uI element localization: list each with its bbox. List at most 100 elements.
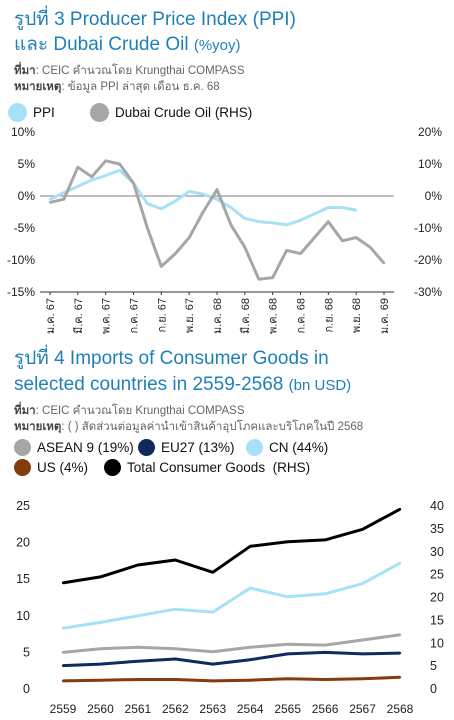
y-tick-left-5: -15%	[7, 285, 35, 299]
series-point-dubai-crude-oil-21	[341, 239, 344, 242]
series-point-asean-9-2	[136, 646, 140, 649]
series-point-asean-9-7	[323, 643, 327, 647]
x-tick-label-3: ก.ค. 67	[129, 298, 141, 333]
series-point-dubai-crude-oil-3	[90, 175, 93, 178]
series-point-us-0	[61, 679, 65, 683]
fig3-title-line2: และ Dubai Crude Oil (%yoy)	[14, 33, 241, 58]
series-point-total-consumer-goods-6	[286, 540, 289, 543]
y-tick-left-4: 5	[23, 645, 30, 659]
series-point-dubai-crude-oil-19	[313, 236, 316, 239]
ppi-legend-dot	[8, 103, 27, 122]
series-point-ppi-4	[104, 174, 107, 177]
series-point-us-1	[99, 679, 102, 682]
series-point-dubai-crude-oil-12	[215, 188, 219, 191]
x-tick-label-9: 2568	[387, 702, 414, 716]
series-point-cn-3	[174, 608, 177, 611]
y-tick-right-6: 10	[430, 636, 444, 650]
fig3-note-label: หมายเหตุ	[14, 81, 62, 93]
series-point-ppi-0	[48, 198, 52, 201]
y-tick-left-0: 10%	[11, 125, 35, 139]
series-line-eu27	[62, 650, 401, 668]
series-line-asean-9	[62, 633, 401, 654]
y-tick-right-5: 15	[430, 613, 444, 627]
asean-legend-label: ASEAN 9	[37, 440, 95, 455]
series-point-eu27-2	[136, 659, 140, 663]
us-legend-share: (4%)	[59, 460, 89, 475]
fig3-note-text: : ข้อมูล PPI ล่าสุด เดือน ธ.ค. 68	[61, 81, 220, 93]
series-point-ppi-14	[243, 217, 247, 220]
cn-legend-dot	[246, 439, 263, 456]
series-point-dubai-crude-oil-24	[382, 262, 386, 265]
y-tick-left-3: -5%	[14, 221, 36, 235]
series-point-cn-4	[211, 610, 214, 614]
series-point-dubai-crude-oil-2	[76, 166, 80, 169]
series-point-dubai-crude-oil-17	[285, 249, 288, 252]
y-tick-left-1: 5%	[18, 157, 36, 171]
y-tick-right-7: 5	[430, 659, 437, 673]
y-tick-left-3: 10	[16, 609, 30, 623]
series-point-us-6	[286, 677, 289, 680]
y-tick-right-4: 20	[430, 591, 444, 605]
y-tick-left-4: -10%	[7, 253, 35, 267]
series-point-total-consumer-goods-0	[61, 581, 65, 585]
x-tick-label-9: ก.ค. 68	[296, 298, 308, 333]
x-tick-label-10: ก.ย. 68	[323, 298, 335, 333]
series-point-cn-6	[286, 595, 289, 598]
fig4-legend-cn: CN (44%)	[246, 439, 328, 456]
series-point-asean-9-9	[398, 633, 402, 637]
series-point-cn-5	[249, 586, 252, 590]
fig4-source-label: ที่มา	[14, 405, 36, 417]
series-point-dubai-crude-oil-11	[201, 210, 205, 214]
x-tick-label-7: มี.ค. 68	[239, 298, 252, 334]
series-point-us-9	[398, 676, 402, 679]
fig3-source: ที่มา: CEIC คำนวณโดย Krungthai COMPASS	[14, 64, 244, 79]
fig4-legend-asean: ASEAN 9 (19%)	[14, 439, 134, 456]
series-point-dubai-crude-oil-6	[132, 182, 135, 185]
y-tick-right-3: 25	[430, 568, 444, 582]
x-tick-label-2: 2561	[125, 702, 152, 716]
series-point-ppi-16	[271, 221, 274, 225]
series-point-total-consumer-goods-4	[211, 571, 214, 574]
fig3-legend-oil: Dubai Crude Oil (RHS)	[90, 103, 252, 122]
series-point-eu27-5	[249, 658, 252, 661]
fig3-source-label: ที่มา	[14, 65, 36, 77]
series-point-dubai-crude-oil-5	[118, 162, 121, 166]
y-tick-right-1: 10%	[418, 157, 442, 171]
series-line-total-consumer-goods	[62, 507, 401, 585]
fig3-title-unit: (%yoy)	[193, 37, 241, 54]
y-tick-right-8: 0	[430, 682, 437, 696]
x-tick-label-8: 2567	[349, 702, 376, 716]
series-point-ppi-12	[215, 198, 219, 201]
series-point-ppi-7	[146, 202, 149, 205]
series-point-asean-9-5	[249, 646, 252, 649]
series-point-total-consumer-goods-9	[398, 508, 402, 511]
series-point-asean-9-8	[361, 638, 364, 642]
fig4-note-label: หมายเหตุ	[14, 421, 62, 433]
ppi-legend-label: PPI	[33, 105, 55, 120]
fig4-title-line1: รูปที่ 4 Imports of Consumer Goods in	[14, 348, 329, 369]
x-tick-label-7: 2566	[312, 702, 339, 716]
series-point-ppi-10	[187, 190, 191, 193]
fig4-note-text: : ( ) สัดส่วนต่อมูลค่านำเข้าสินค้าอุปโภค…	[61, 421, 364, 433]
x-tick-label-1: มี.ค. 67	[72, 298, 85, 334]
x-tick-label-2: พ.ค. 67	[101, 298, 113, 334]
y-tick-right-0: 40	[430, 499, 444, 513]
series-point-ppi-15	[257, 220, 260, 223]
series-point-dubai-crude-oil-7	[146, 226, 149, 230]
series-point-total-consumer-goods-2	[136, 563, 140, 567]
series-point-cn-9	[398, 561, 402, 565]
series-point-total-consumer-goods-5	[249, 545, 252, 548]
series-point-ppi-13	[229, 206, 233, 209]
y-tick-left-2: 0%	[18, 189, 36, 203]
fig4-title-text: selected countries in 2559-2568	[14, 374, 284, 395]
asean-legend-dot	[14, 439, 31, 456]
fig4-legend-eu: EU27 (13%)	[138, 439, 235, 456]
eu-legend-dot	[138, 439, 155, 456]
series-line-cn	[62, 561, 401, 630]
series-point-total-consumer-goods-1	[99, 575, 102, 579]
series-point-dubai-crude-oil-23	[368, 246, 372, 249]
series-point-eu27-3	[174, 657, 177, 661]
series-point-asean-9-0	[61, 651, 65, 654]
series-point-dubai-crude-oil-15	[257, 278, 260, 281]
eu-legend-label: EU27	[161, 440, 195, 455]
